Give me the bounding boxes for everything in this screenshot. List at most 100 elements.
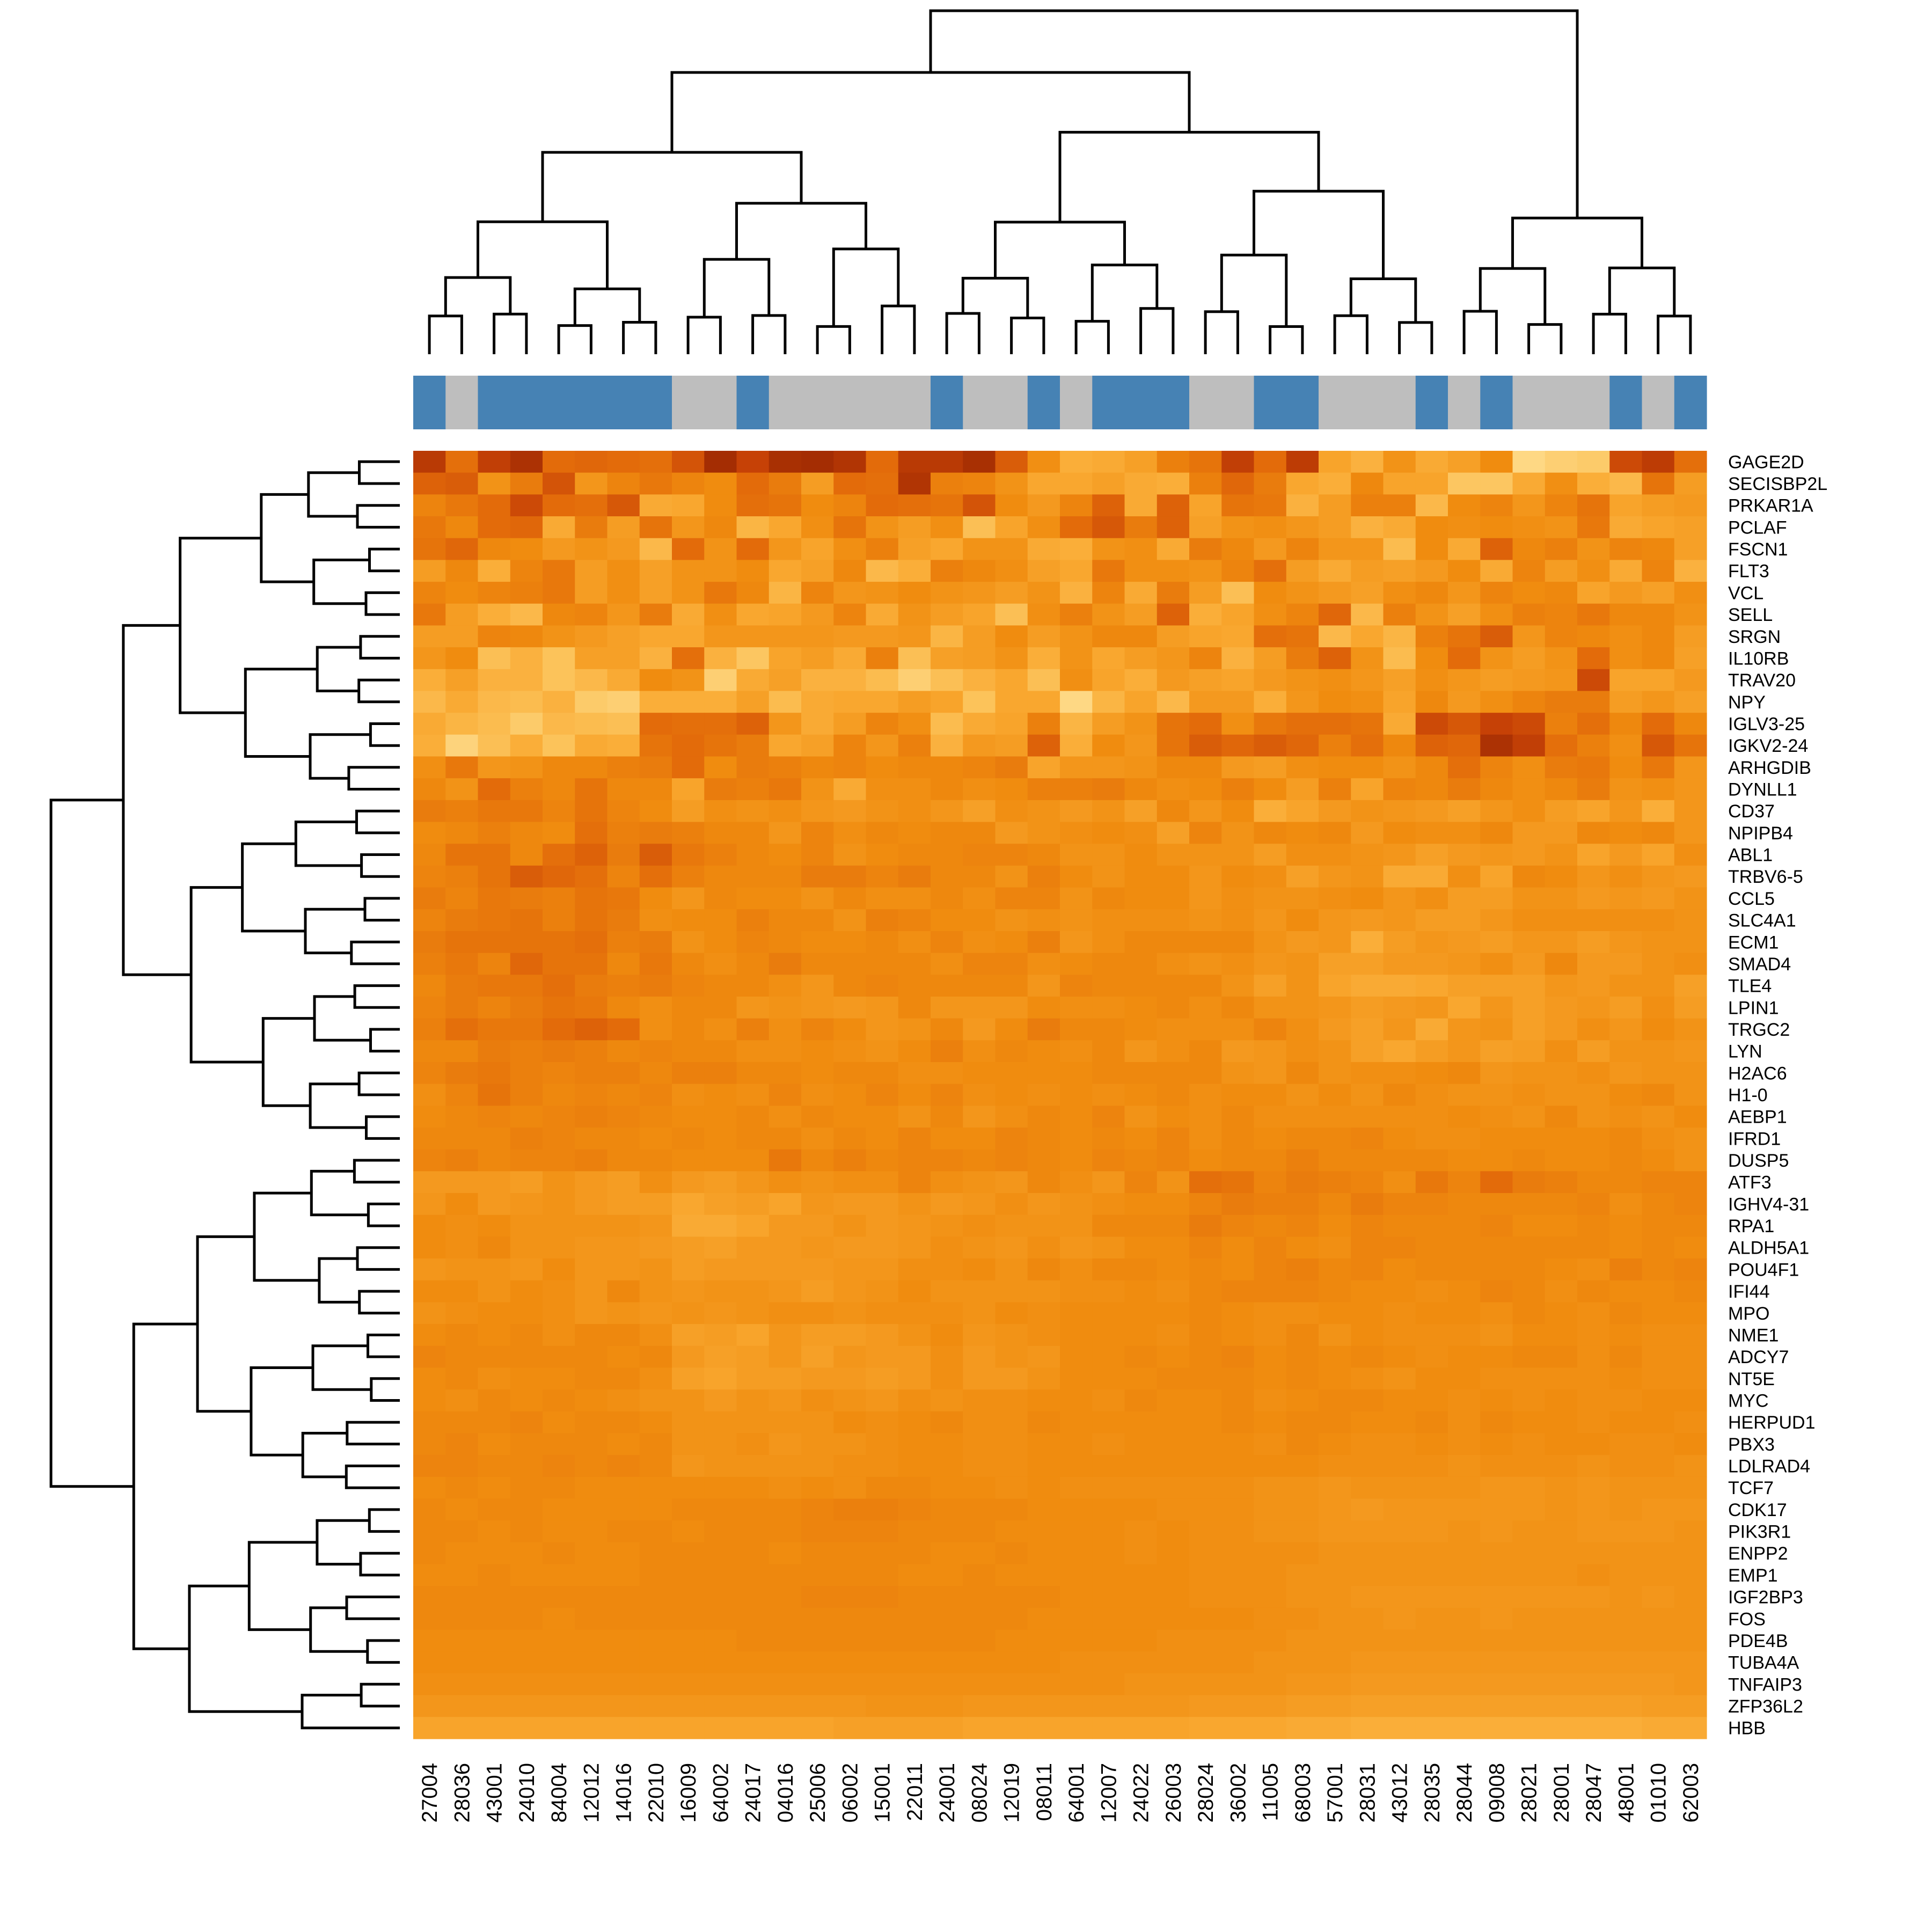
heatmap-cell — [898, 865, 931, 888]
dendrogram-branch — [702, 258, 771, 317]
sample-label: 43012 — [1388, 1763, 1412, 1823]
heatmap-cell — [1157, 560, 1190, 582]
dendrogram-branch — [363, 897, 400, 922]
heatmap-cell — [639, 1673, 672, 1696]
heatmap-cell — [510, 1084, 543, 1106]
heatmap-cell — [833, 560, 867, 582]
heatmap-cell — [607, 1433, 640, 1455]
heatmap-cell — [478, 1673, 511, 1696]
heatmap-cell — [1674, 625, 1707, 648]
heatmap-cell — [1027, 1389, 1060, 1412]
heatmap-cell — [1157, 1411, 1190, 1434]
dendrogram-branch — [360, 1682, 400, 1708]
heatmap-cell — [543, 1367, 575, 1390]
dendrogram-branch — [353, 984, 400, 1009]
heatmap-cell — [1060, 494, 1093, 517]
heatmap-cell — [1319, 603, 1351, 626]
heatmap-cell — [866, 1128, 899, 1150]
heatmap-cell — [704, 1345, 737, 1368]
heatmap-cell — [1189, 1542, 1222, 1565]
heatmap-cell — [1221, 1214, 1255, 1238]
heatmap-cell — [1124, 1280, 1158, 1303]
heatmap-cell — [1189, 778, 1222, 801]
heatmap-cell — [866, 1673, 899, 1696]
heatmap-cell — [1286, 1455, 1319, 1477]
sample-label: 22010 — [645, 1763, 668, 1823]
heatmap-cell — [995, 1498, 1028, 1521]
sample-label: 08011 — [1033, 1763, 1056, 1821]
heatmap-cell — [413, 778, 446, 801]
heatmap-cell — [833, 975, 867, 997]
heatmap-cell — [1415, 996, 1448, 1019]
heatmap-cell — [1060, 669, 1093, 692]
heatmap-cell — [1512, 603, 1546, 626]
heatmap-cell — [963, 1586, 996, 1608]
heatmap-cell — [543, 582, 575, 604]
heatmap-cell — [1157, 1673, 1190, 1696]
heatmap-cell — [963, 1280, 996, 1303]
heatmap-cell — [672, 582, 705, 604]
annotation-cell — [1092, 376, 1125, 429]
heatmap-cell — [769, 1018, 802, 1041]
heatmap-cell — [478, 887, 511, 910]
heatmap-cell — [639, 1542, 672, 1565]
heatmap-cell — [801, 1520, 834, 1543]
heatmap-cell — [478, 1542, 511, 1565]
heatmap-cell — [1512, 582, 1546, 604]
heatmap-cell — [672, 1695, 705, 1717]
heatmap-cell — [801, 1171, 834, 1194]
heatmap-cell — [801, 1106, 834, 1128]
heatmap-cell — [639, 582, 672, 604]
heatmap-cell — [1642, 669, 1675, 692]
heatmap-cell — [1448, 1214, 1481, 1238]
heatmap-cell — [1448, 582, 1481, 604]
heatmap-cell — [1674, 756, 1707, 779]
heatmap-cell — [413, 909, 446, 932]
heatmap-cell — [1157, 909, 1190, 932]
heatmap-cell — [1609, 1128, 1643, 1150]
heatmap-cell — [543, 1717, 575, 1739]
heatmap-cell — [898, 1040, 931, 1063]
heatmap-cell — [1027, 713, 1060, 735]
heatmap-cell — [1189, 1302, 1222, 1324]
dendrogram-branch — [444, 276, 512, 316]
heatmap-cell — [736, 1236, 770, 1259]
heatmap-cell — [1221, 1018, 1255, 1041]
sample-label: 28001 — [1550, 1763, 1574, 1823]
heatmap-cell — [1157, 494, 1190, 517]
heatmap-cell — [1060, 887, 1093, 910]
heatmap-cell — [1545, 647, 1578, 670]
heatmap-cell — [1545, 1128, 1578, 1150]
heatmap-cell — [1124, 1171, 1158, 1194]
heatmap-cell — [1027, 1236, 1060, 1259]
heatmap-cell — [1319, 691, 1351, 713]
heatmap-cell — [1027, 1498, 1060, 1521]
heatmap-cell — [445, 451, 479, 473]
heatmap-cell — [931, 756, 963, 779]
annotation-cell — [1189, 376, 1222, 429]
heatmap-cell — [1286, 1367, 1319, 1390]
heatmap-cell — [1124, 1651, 1158, 1674]
heatmap-cell — [1286, 1695, 1319, 1717]
heatmap-cell — [866, 713, 899, 735]
heatmap-cell — [736, 734, 770, 757]
heatmap-cell — [543, 1345, 575, 1368]
heatmap-cell — [1415, 1717, 1448, 1739]
sample-label: 12019 — [1000, 1763, 1024, 1823]
heatmap-cell — [1319, 1193, 1351, 1216]
heatmap-cell — [672, 1280, 705, 1303]
heatmap-cell — [1254, 1607, 1287, 1630]
heatmap-cell — [639, 1193, 672, 1216]
heatmap-cell — [672, 996, 705, 1019]
heatmap-cell — [833, 1171, 867, 1194]
heatmap-cell — [1027, 669, 1060, 692]
heatmap-cell — [1545, 1345, 1578, 1368]
heatmap-cell — [1642, 1258, 1675, 1281]
heatmap-cell — [1448, 451, 1481, 473]
heatmap-cell — [769, 1258, 802, 1281]
heatmap-cell — [1674, 691, 1707, 713]
heatmap-cell — [1124, 865, 1158, 888]
heatmap-cell — [736, 1673, 770, 1696]
heatmap-cell — [1415, 538, 1448, 560]
heatmap-cell — [1642, 713, 1675, 735]
